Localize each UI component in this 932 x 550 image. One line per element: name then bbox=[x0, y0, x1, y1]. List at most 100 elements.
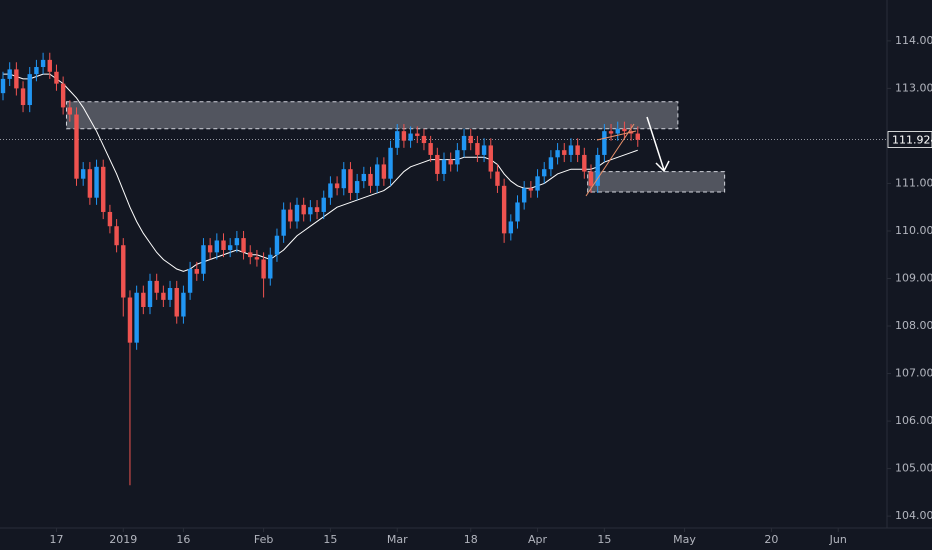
candle-body bbox=[207, 245, 213, 253]
candle-body bbox=[521, 188, 527, 203]
candle-body bbox=[588, 171, 594, 186]
candle-body bbox=[595, 154, 600, 186]
x-tick-label: May bbox=[673, 533, 696, 546]
candle-body bbox=[622, 128, 627, 132]
candle-body bbox=[241, 238, 246, 253]
trend-line bbox=[585, 123, 635, 197]
candle-body bbox=[341, 169, 346, 189]
last-price-label: 111.924 bbox=[892, 134, 932, 147]
candle-body bbox=[481, 145, 487, 155]
candle-body bbox=[268, 254, 273, 279]
candle-body bbox=[334, 183, 340, 189]
y-tick-label: 107.000 bbox=[895, 367, 932, 380]
candle-body bbox=[321, 197, 326, 212]
candle-body bbox=[187, 268, 193, 293]
candle-body bbox=[301, 204, 306, 215]
drawings bbox=[585, 116, 670, 197]
x-tick-label: Apr bbox=[528, 533, 548, 546]
candle-body bbox=[20, 88, 26, 106]
candle-body bbox=[134, 292, 139, 343]
candle-body bbox=[7, 69, 12, 79]
candle-body bbox=[0, 78, 6, 94]
candle-body bbox=[114, 226, 119, 246]
candle-body bbox=[515, 202, 520, 222]
y-tick-label: 113.000 bbox=[895, 81, 932, 94]
arrow bbox=[646, 116, 665, 171]
trend-line bbox=[596, 130, 637, 141]
x-tick-label: 2019 bbox=[109, 533, 137, 546]
candle-body bbox=[181, 292, 186, 317]
candle-body bbox=[254, 257, 260, 260]
candle-body bbox=[87, 169, 93, 198]
candle-body bbox=[60, 83, 66, 108]
candle-body bbox=[441, 159, 447, 174]
last-price-box bbox=[887, 131, 932, 148]
moving-average bbox=[3, 73, 638, 272]
y-tick-label: 104.000 bbox=[895, 509, 932, 522]
candle-body bbox=[395, 131, 400, 148]
x-tick-label: 18 bbox=[464, 533, 478, 546]
candle-body bbox=[568, 145, 574, 155]
candle-body bbox=[582, 154, 587, 172]
candle-body bbox=[542, 169, 547, 177]
candle-body bbox=[154, 280, 159, 293]
zone bbox=[587, 171, 726, 193]
candle-body bbox=[27, 74, 32, 106]
candle-body bbox=[214, 240, 220, 253]
candle-body bbox=[408, 133, 413, 141]
candle-body bbox=[415, 133, 420, 136]
candle-body bbox=[368, 173, 373, 186]
candle-body bbox=[80, 169, 86, 179]
arrow-head bbox=[655, 160, 670, 173]
candle-body bbox=[174, 288, 179, 317]
candle-body bbox=[127, 297, 133, 343]
x-tick-label: 17 bbox=[49, 533, 63, 546]
candle-body bbox=[328, 183, 333, 198]
candle-body bbox=[101, 166, 106, 212]
candle-body bbox=[548, 157, 554, 170]
candle-body bbox=[608, 131, 614, 134]
candle-body bbox=[421, 135, 427, 144]
candle-body bbox=[121, 245, 126, 298]
candle-body bbox=[74, 114, 79, 179]
candle-body bbox=[461, 135, 467, 151]
candle-body bbox=[40, 59, 46, 68]
y-tick-label: 105.000 bbox=[895, 462, 932, 475]
candle-body bbox=[227, 245, 233, 250]
candle-body bbox=[201, 245, 206, 274]
candle-body bbox=[314, 207, 320, 212]
candle-body bbox=[288, 209, 293, 222]
candle-body bbox=[348, 169, 353, 193]
candle-body bbox=[14, 69, 19, 89]
candle-body bbox=[221, 240, 226, 250]
candle-body bbox=[94, 166, 99, 198]
candle-body bbox=[448, 159, 453, 165]
zone bbox=[65, 101, 679, 130]
candle-body bbox=[435, 154, 440, 174]
y-tick-label: 108.000 bbox=[895, 319, 932, 332]
x-tick-label: 15 bbox=[597, 533, 611, 546]
y-tick-label: 114.000 bbox=[895, 34, 932, 47]
candle-body bbox=[488, 145, 493, 172]
candle-body bbox=[54, 71, 59, 84]
candle-body bbox=[308, 207, 313, 215]
x-tick-label: Feb bbox=[254, 533, 273, 546]
candle-body bbox=[67, 107, 73, 115]
x-tick-label: Mar bbox=[387, 533, 408, 546]
candle-body bbox=[107, 211, 113, 227]
candle-body bbox=[261, 259, 266, 279]
candle-body bbox=[575, 145, 580, 155]
candle-body bbox=[147, 280, 153, 308]
candle-body bbox=[615, 128, 620, 134]
x-tick-label: 20 bbox=[764, 533, 778, 546]
candle-body bbox=[388, 147, 393, 179]
candle-body bbox=[194, 268, 199, 274]
candle-body bbox=[401, 131, 407, 141]
candle-body bbox=[508, 221, 514, 234]
candle-body bbox=[535, 176, 540, 191]
candle-body bbox=[354, 181, 360, 193]
candle-body bbox=[141, 292, 146, 308]
candle-body bbox=[294, 204, 300, 222]
candle-body bbox=[495, 171, 500, 186]
